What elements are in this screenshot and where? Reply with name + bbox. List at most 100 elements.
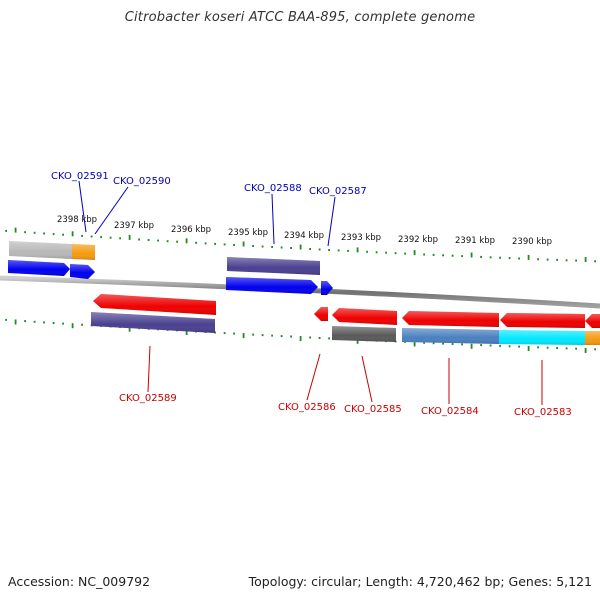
tick-mark — [556, 347, 558, 349]
tick-mark — [499, 256, 501, 259]
scale-label: 2397 kbp — [114, 221, 154, 231]
tick-mark — [480, 255, 482, 258]
tick-mark — [347, 249, 349, 252]
tick-mark — [423, 253, 425, 256]
tick-mark — [546, 258, 549, 261]
tick-mark — [100, 236, 102, 239]
tick-mark — [128, 326, 131, 332]
tick-mark — [33, 231, 36, 234]
gene-label-reverse[interactable]: CKO_02583 — [514, 407, 572, 418]
tick-mark — [52, 233, 55, 236]
tick-mark — [366, 250, 368, 253]
tick-mark — [14, 227, 17, 233]
tick-mark — [214, 242, 216, 245]
tick-mark — [242, 333, 245, 339]
tick-mark — [71, 231, 74, 237]
tick-mark — [565, 259, 568, 262]
tick-mark — [290, 247, 292, 249]
tick-mark — [432, 253, 435, 256]
tick-mark — [109, 236, 112, 239]
tick-mark — [442, 342, 444, 345]
gene-label-reverse[interactable]: CKO_02589 — [119, 393, 177, 404]
tick-mark — [242, 241, 245, 247]
tick-mark — [299, 336, 302, 341]
tick-mark — [451, 254, 454, 257]
tick-mark — [518, 345, 520, 348]
tick-mark — [195, 241, 197, 244]
tick-mark — [14, 319, 17, 325]
tick-mark — [223, 332, 226, 335]
scale-ticks-top — [5, 227, 596, 263]
tick-mark — [271, 246, 273, 248]
tick-mark — [470, 252, 473, 258]
tick-mark — [527, 346, 530, 351]
tick-mark — [423, 341, 425, 344]
scale-label: 2394 kbp — [284, 231, 324, 241]
tick-mark — [81, 323, 83, 326]
tick-mark — [223, 243, 226, 246]
tick-mark — [527, 254, 530, 260]
tick-mark — [451, 343, 454, 345]
gene-label-forward[interactable]: CKO_02587 — [309, 186, 367, 197]
reverse-gene-labels: CKO_02589 CKO_02586 CKO_02585 CKO_02584 … — [119, 345, 572, 418]
tick-mark — [356, 338, 359, 344]
tick-mark — [537, 258, 539, 261]
tick-mark — [271, 334, 273, 337]
tick-mark — [185, 238, 188, 244]
tick-mark — [71, 323, 74, 329]
tick-mark — [280, 335, 283, 338]
tick-mark — [119, 237, 121, 240]
tick-mark — [537, 346, 539, 349]
scale-label: 2393 kbp — [341, 233, 381, 243]
tick-mark — [318, 337, 321, 339]
tick-mark — [185, 330, 188, 335]
gene-label-reverse[interactable]: CKO_02586 — [278, 402, 336, 413]
tick-mark — [261, 334, 264, 337]
tick-mark — [24, 231, 26, 234]
reverse-track-lower — [91, 312, 600, 345]
tick-mark — [594, 260, 596, 263]
tick-mark — [318, 248, 321, 251]
tick-mark — [309, 248, 311, 250]
tick-mark — [385, 251, 387, 254]
forward-track-lower — [8, 260, 333, 295]
gene-label-forward[interactable]: CKO_02590 — [113, 176, 171, 187]
tick-mark — [404, 252, 406, 255]
tick-mark — [328, 249, 330, 251]
gene-label-reverse[interactable]: CKO_02584 — [421, 406, 479, 417]
tick-mark — [461, 255, 463, 258]
tick-mark — [394, 252, 397, 255]
tick-mark — [489, 344, 492, 347]
tick-mark — [556, 258, 558, 261]
tick-mark — [461, 343, 463, 346]
tick-mark — [508, 257, 511, 260]
reverse-track-upper — [93, 294, 600, 328]
tick-mark — [233, 332, 235, 335]
tick-mark — [565, 347, 568, 350]
tick-mark — [252, 245, 254, 247]
tick-mark — [575, 347, 577, 350]
tick-mark — [375, 251, 378, 254]
scale-label: 2391 kbp — [455, 236, 495, 246]
tick-mark — [432, 342, 435, 345]
scale-label: 2392 kbp — [398, 235, 438, 245]
gene-label-forward[interactable]: CKO_02588 — [244, 183, 302, 194]
tick-mark — [309, 336, 311, 339]
gene-label-forward[interactable]: CKO_02591 — [51, 171, 109, 182]
tick-mark — [138, 238, 140, 241]
tick-mark — [252, 333, 254, 336]
tick-mark — [24, 320, 26, 323]
tick-mark — [43, 321, 45, 324]
tick-mark — [43, 232, 45, 235]
tick-mark — [518, 257, 520, 260]
tick-mark — [413, 250, 416, 256]
tick-mark — [337, 249, 340, 252]
tick-mark — [584, 257, 587, 262]
gene-label-reverse[interactable]: CKO_02585 — [344, 404, 402, 415]
tick-mark — [413, 341, 416, 347]
tick-mark — [356, 247, 359, 253]
tick-mark — [128, 234, 131, 240]
tick-mark — [62, 322, 64, 325]
tick-mark — [299, 244, 302, 250]
